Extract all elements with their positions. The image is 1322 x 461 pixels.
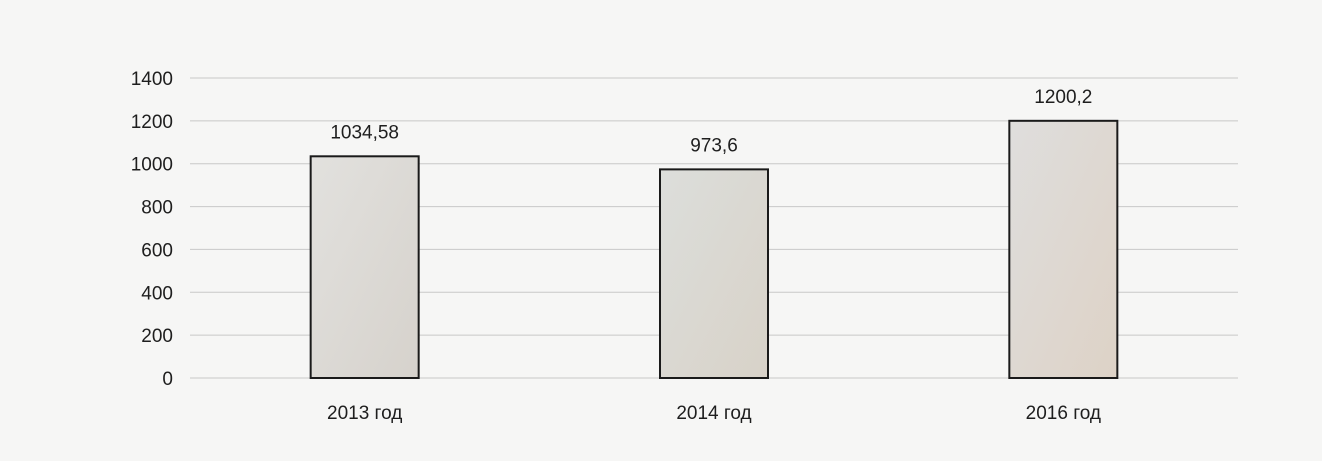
y-tick-label: 1400 — [131, 69, 173, 90]
x-category-label: 2014 год — [676, 403, 751, 424]
y-axis-tick-labels: 0 200 400 600 800 1000 1200 1400 — [131, 69, 173, 390]
x-category-label: 2016 год — [1026, 403, 1101, 424]
data-label: 1034,58 — [330, 122, 399, 143]
y-tick-label: 200 — [141, 326, 173, 347]
bar-2 — [659, 168, 769, 379]
data-label: 973,6 — [690, 135, 738, 156]
y-tick-label: 400 — [141, 283, 173, 304]
x-category-label: 2013 год — [327, 403, 402, 424]
y-tick-label: 1200 — [131, 112, 173, 133]
bar-3 — [1008, 119, 1119, 379]
data-labels: 1034,58 973,6 1200,2 — [330, 87, 1092, 157]
x-axis-category-labels: 2013 год 2014 год 2016 год — [327, 403, 1101, 424]
y-tick-label: 0 — [162, 369, 173, 390]
data-label: 1200,2 — [1034, 87, 1092, 108]
bar-1 — [309, 155, 420, 379]
y-tick-label: 1000 — [131, 155, 173, 176]
y-tick-label: 800 — [141, 198, 173, 219]
y-tick-label: 600 — [141, 240, 173, 261]
bars — [309, 119, 1119, 379]
